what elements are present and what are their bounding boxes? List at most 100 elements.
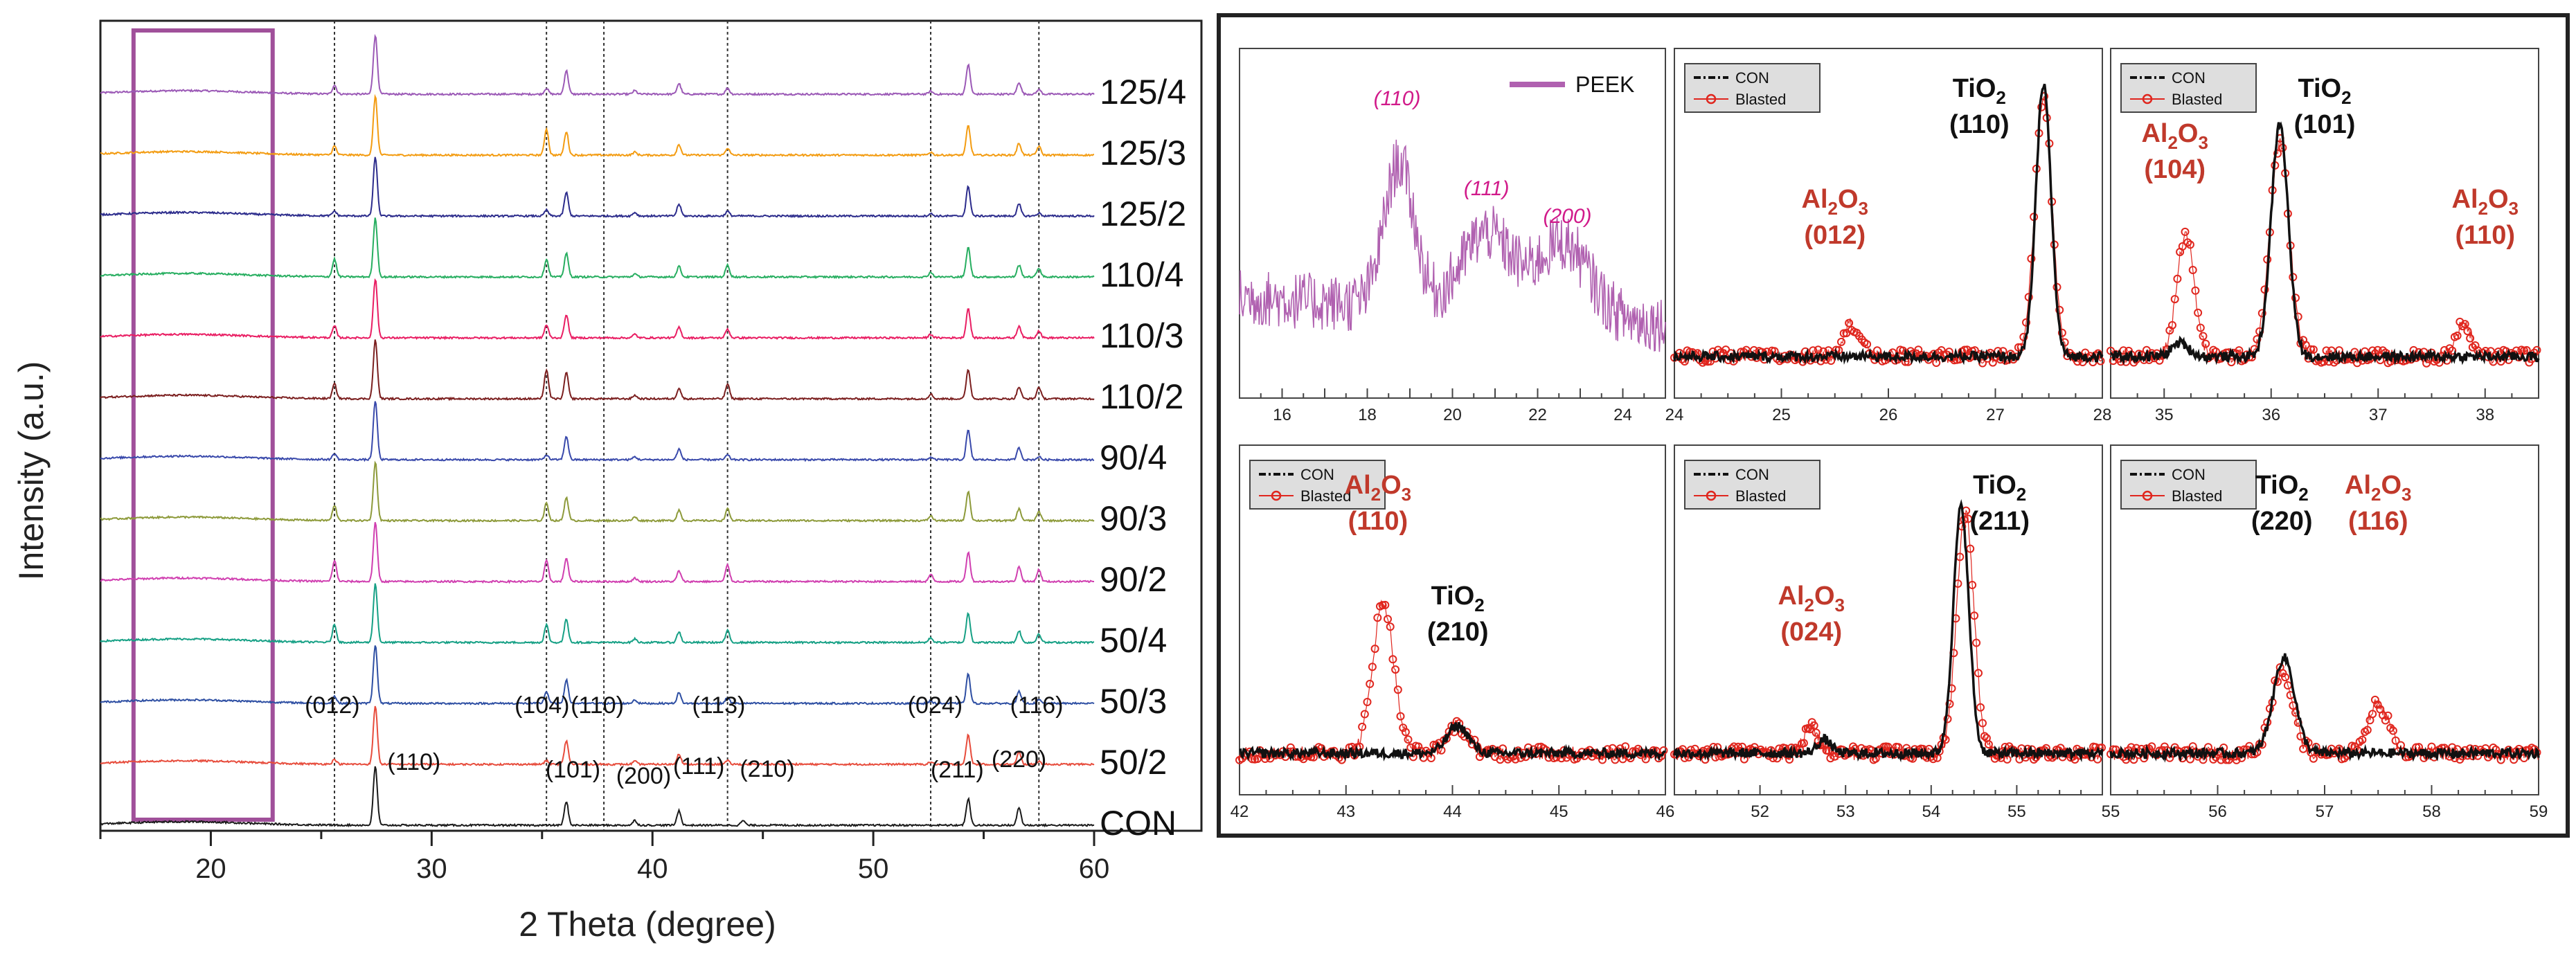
series-label: 125/2 xyxy=(1100,195,1186,233)
blasted-marker xyxy=(2309,345,2318,354)
series-label: 90/3 xyxy=(1100,499,1167,538)
blasted-marker xyxy=(2383,711,2392,720)
blasted-marker xyxy=(1980,732,1989,741)
blasted-marker xyxy=(2217,755,2226,764)
blasted-marker xyxy=(1809,346,1818,355)
blasted-marker xyxy=(2170,295,2179,304)
tio2-peak-label: (111) xyxy=(673,753,724,780)
blasted-marker xyxy=(2532,345,2541,354)
inset-tick-label: 24 xyxy=(1665,406,1684,424)
blasted-marker xyxy=(1826,754,1835,763)
hkl-label: (101) xyxy=(2294,110,2356,139)
blasted-marker xyxy=(2453,331,2462,340)
blasted-marker xyxy=(2381,716,2390,725)
blasted-marker xyxy=(2460,320,2469,329)
blasted-marker xyxy=(2181,227,2190,236)
x-tick-label: 50 xyxy=(858,854,889,884)
inset-chart: 52 53 54 55 CON Blasted TiO2(211) Al2O3 (024) xyxy=(1670,444,2106,821)
al2o3-peak-label: (012) xyxy=(305,692,359,719)
inset-tick-label: 59 xyxy=(2530,802,2548,821)
blasted-marker xyxy=(1734,742,1742,751)
blasted-marker xyxy=(2257,309,2266,318)
legend-blasted-label: Blasted xyxy=(1300,487,1351,505)
inset-tick-label: 24 xyxy=(1613,406,1632,424)
peek-hkl-label: (200) xyxy=(1544,205,1592,228)
blasted-marker xyxy=(1368,663,1377,672)
xrd-trace xyxy=(100,522,1094,584)
blasted-marker xyxy=(2183,238,2192,247)
al2o3-peak-label: (104) xyxy=(515,692,569,719)
blasted-marker xyxy=(2194,308,2203,317)
x-tick-label: 20 xyxy=(195,854,226,884)
blasted-marker xyxy=(1964,514,1973,523)
con-line xyxy=(2109,121,2540,366)
blasted-marker xyxy=(2196,323,2205,332)
phase-label: TiO2 xyxy=(1431,582,1485,615)
phase-label: TiO2 xyxy=(1953,74,2006,108)
series-label: 90/4 xyxy=(1100,438,1167,477)
blasted-marker xyxy=(1366,679,1375,688)
phase-label: Al2O3 xyxy=(2345,471,2412,505)
series-label: 125/3 xyxy=(1100,134,1186,172)
blasted-marker xyxy=(1381,600,1390,609)
blasted-marker xyxy=(1384,615,1392,624)
blasted-marker xyxy=(2358,735,2367,744)
series-label: 110/3 xyxy=(1100,316,1183,355)
xrd-trace xyxy=(100,401,1095,462)
blasted-marker xyxy=(1253,755,1262,764)
xrd-trace xyxy=(100,93,1094,158)
blasted-marker xyxy=(1827,357,1836,365)
al2o3-peak-label: (113) xyxy=(692,692,745,719)
inset-tick-label: 25 xyxy=(1772,406,1791,424)
legend-con-label: CON xyxy=(2172,69,2206,87)
blasted-marker xyxy=(1396,712,1405,721)
blasted-marker xyxy=(2445,344,2454,353)
legend-box xyxy=(1249,460,1386,510)
blasted-marker xyxy=(2119,346,2128,355)
blasted-marker xyxy=(2522,345,2531,354)
series-label: 110/2 xyxy=(1100,377,1183,416)
blasted-marker xyxy=(2191,286,2200,295)
blasted-marker xyxy=(2391,736,2400,745)
inset-panel-frame xyxy=(1217,13,2570,838)
main-xrd-chart: 20 30 40 50 60 125/4 125/3 125/2 110/4 110/3 110/2… xyxy=(99,19,1203,884)
inset-chart: 24 25 26 27 28 CON Blasted TiO2(110) Al2O3(012) xyxy=(1665,48,2111,424)
blasted-marker xyxy=(2055,305,2064,314)
legend-box xyxy=(1684,63,1821,113)
inset-tick-label: 27 xyxy=(1986,406,2005,424)
blasted-marker xyxy=(1974,669,1983,678)
legend-blasted-marker xyxy=(1706,490,1717,501)
series-label: 50/2 xyxy=(1100,743,1167,782)
main-y-axis-label: Intensity (a.u.) xyxy=(12,361,51,581)
inset-tick-label: 43 xyxy=(1336,802,1355,821)
hkl-label: (110) xyxy=(1348,507,1408,536)
blasted-marker xyxy=(1863,340,1872,349)
blasted-marker xyxy=(1360,710,1369,719)
blasted-marker xyxy=(1404,735,1413,744)
inset-tick-label: 35 xyxy=(2155,406,2174,424)
con-line xyxy=(1673,498,2104,763)
xrd-trace xyxy=(100,645,1095,706)
blasted-marker xyxy=(1511,755,1520,764)
inset-tick-label: 26 xyxy=(1879,406,1898,424)
legend-blasted-label: Blasted xyxy=(2172,91,2222,108)
inset-tick-label: 44 xyxy=(1443,802,1462,821)
blasted-marker xyxy=(1358,722,1367,731)
blasted-marker xyxy=(2422,359,2431,368)
series-label: 125/4 xyxy=(1100,73,1186,111)
tio2-peak-label: (110) xyxy=(387,749,440,775)
blasted-marker xyxy=(2147,742,2156,751)
blasted-marker xyxy=(1814,345,1823,354)
inset-tick-label: 37 xyxy=(2369,406,2388,424)
phase-label: Al2O3 xyxy=(2452,185,2519,219)
phase-label: Al2O3 xyxy=(1345,471,1412,505)
series-label: CON xyxy=(1100,804,1177,843)
blasted-marker xyxy=(1937,346,1946,354)
tio2-peak-label: (101) xyxy=(546,757,600,783)
blasted-marker xyxy=(2022,318,2030,327)
peek-trace xyxy=(1239,139,1666,352)
blasted-marker xyxy=(1972,638,1981,647)
inset-tick-label: 53 xyxy=(1836,802,1855,821)
